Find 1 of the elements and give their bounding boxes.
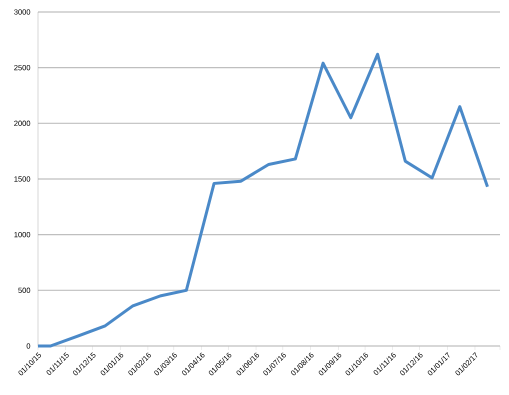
line-series (36, 52, 489, 348)
